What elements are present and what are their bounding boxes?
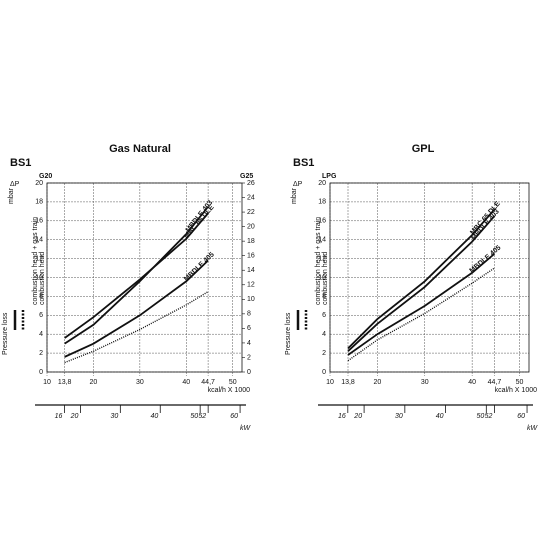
y2-tick-label: 22	[247, 209, 255, 216]
x2-tick-label: 30	[395, 413, 403, 420]
legend-title: Pressure loss	[285, 312, 292, 355]
x-label: kcal/h X 1000	[495, 387, 538, 394]
chart-label: BS1	[293, 157, 314, 169]
y-tick-label: 10	[35, 274, 43, 281]
x-tick-label: 50	[516, 379, 524, 386]
legend-title: Pressure loss	[2, 312, 9, 355]
plot-frame	[329, 182, 530, 373]
y2-tick-label: 20	[247, 223, 255, 230]
data-line	[347, 208, 496, 350]
y-tick-label: 2	[39, 350, 43, 357]
y-tick-label: 8	[322, 293, 326, 300]
chart-label: BS1	[10, 157, 31, 169]
y-label-left: G20	[39, 173, 52, 180]
y-tick-label: 4	[39, 331, 43, 338]
y2-tick-label: 2	[247, 354, 251, 361]
data-line	[64, 206, 209, 345]
y-tick-label: 10	[318, 274, 326, 281]
x-tick-label: 20	[373, 379, 381, 386]
x-tick-label: 30	[421, 379, 429, 386]
x-tick-label: 10	[326, 379, 334, 386]
data-line	[347, 215, 496, 352]
x2-tick-label: 20	[353, 413, 362, 420]
y-unit: mbar	[8, 187, 15, 204]
y-tick-label: 14	[35, 237, 43, 244]
y2-tick-label: 18	[247, 238, 255, 245]
y-tick-label: 6	[322, 312, 326, 319]
x2-tick-label: 50	[477, 413, 485, 420]
y2-tick-label: 26	[247, 180, 255, 187]
x-tick-label: 13,8	[341, 379, 355, 386]
y2-tick-label: 12	[247, 282, 255, 289]
y2-tick-label: 4	[247, 340, 251, 347]
y-tick-label: 18	[35, 199, 43, 206]
x-tick-label: 40	[182, 379, 190, 386]
y2-tick-label: 24	[247, 194, 255, 201]
x-tick-label: 44,7	[201, 379, 215, 386]
y-tick-label: 8	[39, 293, 43, 300]
x2-tick-label: 16	[338, 413, 346, 420]
y-tick-label: 16	[35, 218, 43, 225]
line-label: MBDLE 405	[469, 244, 503, 274]
y-tick-label: 20	[35, 180, 43, 187]
data-line	[347, 267, 495, 362]
legend-dotted: combustion head	[322, 252, 329, 305]
x-tick-label: 10	[43, 379, 51, 386]
x-tick-label: 44,7	[488, 379, 502, 386]
x2-tick-label: 52	[485, 413, 493, 420]
x2-tick-label: 30	[111, 413, 119, 420]
x2-label: kW	[240, 425, 252, 432]
chart-title: Gas Natural	[109, 143, 171, 155]
y-tick-label: 12	[35, 255, 43, 262]
x2-tick-label: 60	[230, 413, 238, 420]
x2-tick-label: 20	[70, 413, 79, 420]
y2-tick-label: 10	[247, 296, 255, 303]
y-label-left: LPG	[322, 173, 337, 180]
y-tick-label: 12	[318, 255, 326, 262]
y-tick-label: 2	[322, 350, 326, 357]
x-label: kcal/h X 1000	[208, 387, 251, 394]
y-tick-label: 18	[318, 199, 326, 206]
y-label: ΔP	[293, 181, 303, 188]
y2-tick-label: 16	[247, 253, 255, 260]
y-tick-label: 6	[39, 312, 43, 319]
legend-solid: combustion head + gas train	[32, 217, 39, 305]
legend-dotted: combustion head	[39, 252, 46, 305]
x-tick-label: 13,8	[58, 379, 72, 386]
data-line	[64, 259, 209, 358]
x2-tick-label: 40	[436, 413, 444, 420]
line-label: MBDLE 405	[183, 251, 216, 283]
y2-tick-label: 0	[247, 369, 251, 376]
data-line	[64, 212, 209, 339]
x2-label: kW	[527, 425, 539, 432]
y-label: ΔP	[10, 181, 20, 188]
x-tick-label: 40	[468, 379, 476, 386]
y2-tick-label: 6	[247, 325, 251, 332]
x2-tick-label: 60	[517, 413, 525, 420]
x-tick-label: 30	[136, 379, 144, 386]
x-tick-label: 50	[229, 379, 237, 386]
y2-tick-label: 14	[247, 267, 255, 274]
y-label-right: G25	[240, 173, 253, 180]
y-tick-label: 0	[39, 369, 43, 376]
chart-title: GPL	[412, 143, 435, 155]
y2-tick-label: 8	[247, 311, 251, 318]
x2-tick-label: 40	[150, 413, 158, 420]
data-line	[347, 253, 495, 356]
legend-solid: combustion head + gas train	[315, 217, 322, 305]
y-tick-label: 4	[322, 331, 326, 338]
y-tick-label: 0	[322, 369, 326, 376]
y-tick-label: 16	[318, 218, 326, 225]
y-unit: mbar	[291, 187, 298, 204]
x2-tick-label: 16	[55, 413, 63, 420]
data-line	[64, 291, 209, 364]
plot-frame	[46, 182, 243, 373]
y-tick-label: 20	[318, 180, 326, 187]
y-tick-label: 14	[318, 237, 326, 244]
x2-tick-label: 50	[190, 413, 198, 420]
x2-tick-label: 52	[198, 413, 206, 420]
x-tick-label: 20	[90, 379, 98, 386]
